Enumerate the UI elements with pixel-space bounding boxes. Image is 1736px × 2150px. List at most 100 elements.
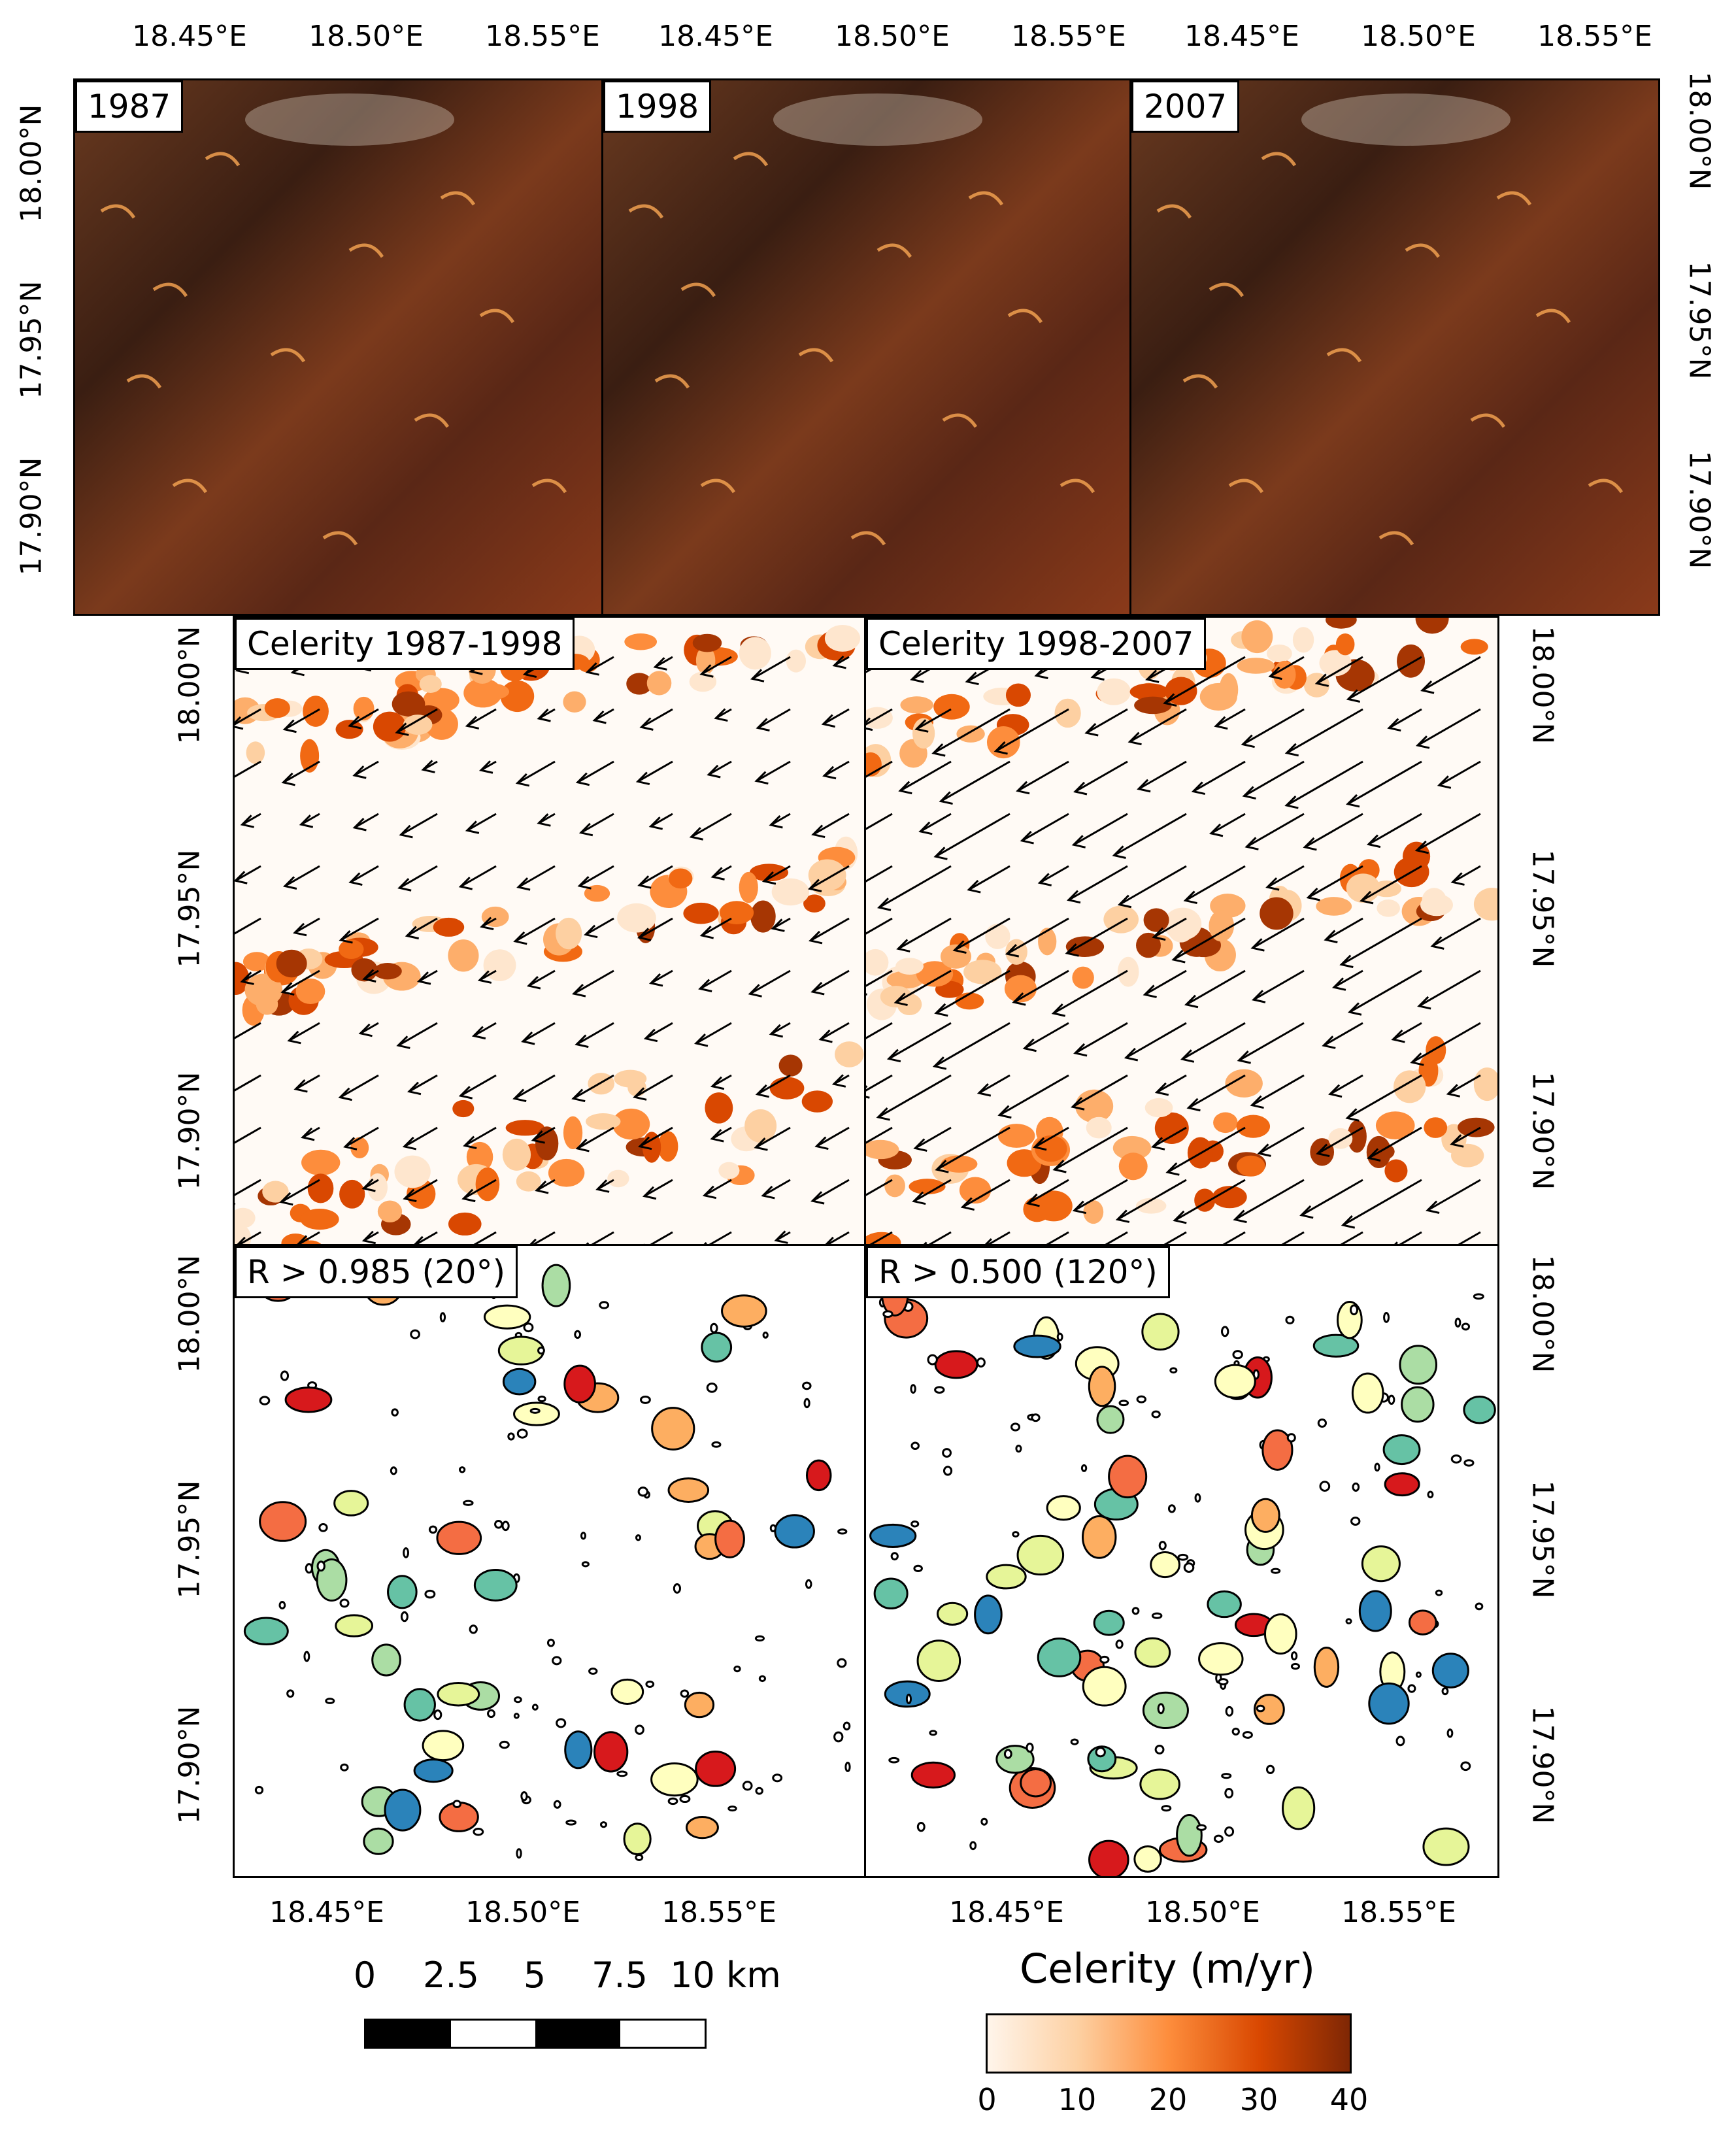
arrow-head [702, 1185, 717, 1200]
dune-cluster [333, 1490, 369, 1517]
dune-cluster [1169, 1367, 1178, 1374]
colorbar-title: Celerity (m/yr) [1020, 1945, 1316, 1992]
arrow-head [421, 760, 435, 773]
dune-cluster [650, 1762, 699, 1797]
dune-cluster [556, 1718, 567, 1728]
arrow-head [1072, 1200, 1087, 1215]
dune-patch [617, 903, 656, 933]
dune-patch [246, 741, 265, 764]
dune-patch [235, 1207, 256, 1228]
arrow-head [807, 879, 822, 892]
migration-arrow [1439, 760, 1481, 786]
arrow-head [577, 876, 592, 890]
arrow-head [516, 877, 531, 891]
dune-patch [448, 939, 479, 972]
arrow-head [952, 940, 967, 954]
bot-lon-tick: 18.45°E [949, 1896, 1064, 1929]
migration-arrow [354, 813, 379, 829]
dune-cluster [695, 1751, 737, 1787]
dune-cluster [1454, 1317, 1461, 1328]
migration-arrow [354, 760, 379, 777]
migration-arrow [406, 917, 438, 937]
migration-arrow [1368, 813, 1422, 845]
dune-cluster [1463, 1396, 1496, 1424]
bot-lon-tick: 18.50°E [465, 1896, 580, 1929]
arrow-head [1090, 667, 1105, 681]
dune-cluster [1345, 1618, 1352, 1624]
migration-arrow [752, 656, 791, 680]
arrow-head [754, 1137, 768, 1151]
dune-cluster [910, 1441, 920, 1451]
arrow-head [1163, 693, 1177, 707]
colorbar-tick: 30 [1239, 2082, 1278, 2117]
migration-arrow [1431, 917, 1481, 947]
dune-cluster [1384, 1472, 1420, 1497]
dune-patch [548, 1158, 585, 1187]
dune-patch [1118, 1152, 1148, 1181]
dune-cluster [803, 1398, 810, 1409]
migration-arrow [280, 1179, 320, 1203]
panel-label-1998: 1998 [603, 80, 712, 133]
dune-cluster [1082, 1666, 1127, 1707]
dune-cluster [1263, 1613, 1297, 1655]
bot-lon-tick: 18.55°E [1341, 1896, 1456, 1929]
dune-cluster [537, 1395, 546, 1403]
dune-patch [502, 1138, 531, 1171]
arrow-head [1020, 830, 1034, 845]
dune-cluster [403, 1688, 436, 1722]
arrow-head [348, 716, 362, 730]
dune-patch [963, 960, 1002, 984]
arrow-head [635, 771, 650, 786]
arrow-head [714, 708, 728, 722]
migration-arrow [1073, 1179, 1128, 1212]
dune-cluster [1473, 1293, 1484, 1300]
dune-patch [1144, 1098, 1173, 1118]
dune-patch [705, 1092, 733, 1124]
migration-arrow [1246, 813, 1305, 848]
migration-arrow [648, 1231, 673, 1245]
dune-patch [866, 1139, 899, 1160]
scale-bar-blocks [364, 2019, 707, 2049]
arrow-head [832, 655, 846, 669]
arrow-head [1191, 781, 1206, 796]
dune-cluster [1013, 1334, 1061, 1358]
arrow-head [1180, 1049, 1195, 1063]
dune-patch [803, 894, 826, 913]
arrow-head [710, 867, 725, 881]
arrow-head [1426, 1200, 1440, 1214]
migration-arrow [1234, 1179, 1305, 1220]
arrow-head [643, 1028, 658, 1043]
arrow-head [1306, 887, 1320, 901]
arrow-head [1214, 716, 1228, 730]
migration-arrow [1186, 969, 1246, 1006]
dune-cluster [424, 1589, 436, 1599]
dune-cluster [537, 1346, 545, 1355]
dune-cluster [884, 1680, 931, 1708]
arrow-head [822, 765, 837, 780]
dune-cluster [1361, 1545, 1401, 1583]
dune-patch [866, 1232, 901, 1245]
migration-arrow [877, 1074, 952, 1118]
arrow-head [910, 669, 924, 683]
arrow-head [461, 1188, 476, 1203]
dune-cluster [1037, 1638, 1082, 1677]
migration-arrow [1339, 1231, 1363, 1245]
migration-arrow [235, 917, 261, 935]
arrow-head [575, 1138, 590, 1152]
dune-cluster [563, 1364, 596, 1403]
arrow-head [1316, 1143, 1330, 1158]
migration-arrow [986, 1231, 1010, 1245]
dune-cluster [1399, 1345, 1438, 1385]
panel-label-1987: 1987 [75, 80, 184, 133]
migration-arrow [707, 1231, 732, 1245]
dune-cluster [1256, 1704, 1265, 1713]
migration-arrow [940, 760, 1010, 802]
dune-cluster [565, 1819, 577, 1826]
bot-lat-tick-right: 17.95°N [1526, 1480, 1560, 1599]
dune-patch [695, 646, 716, 675]
dune-patch [300, 1209, 339, 1230]
dune-patch [377, 1200, 403, 1223]
migration-arrow [809, 865, 850, 890]
dune-cluster [553, 1800, 561, 1809]
arrow-head [1241, 734, 1255, 748]
